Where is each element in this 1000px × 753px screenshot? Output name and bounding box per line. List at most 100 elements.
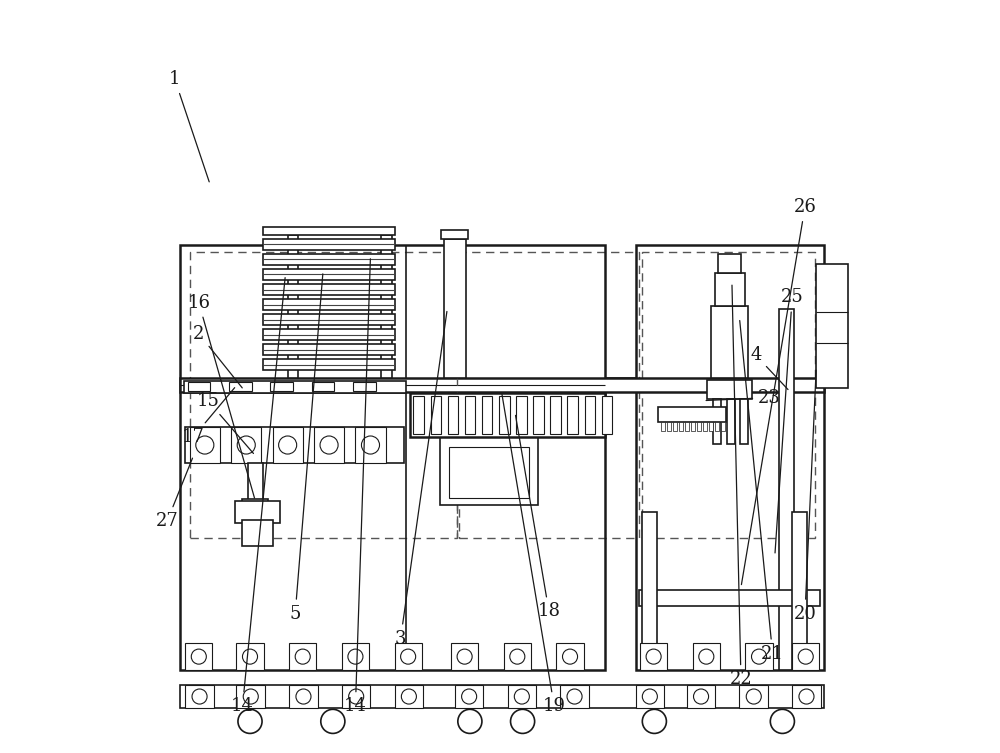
Bar — [715, 422, 719, 431]
Bar — [567, 396, 578, 434]
Bar — [451, 643, 478, 670]
Bar — [355, 427, 386, 463]
Text: 1: 1 — [169, 70, 209, 181]
Bar — [263, 284, 395, 295]
Bar — [395, 685, 423, 708]
Bar — [709, 422, 713, 431]
Bar — [740, 399, 748, 444]
Circle shape — [192, 689, 207, 704]
Bar — [263, 359, 395, 370]
Bar — [661, 422, 665, 431]
Bar — [242, 520, 273, 546]
Bar — [640, 643, 667, 670]
Text: 4: 4 — [750, 346, 788, 389]
Text: 2: 2 — [193, 325, 242, 388]
Circle shape — [562, 649, 578, 664]
Bar — [636, 245, 824, 670]
Bar — [550, 396, 561, 434]
Bar — [190, 427, 220, 463]
Bar — [185, 427, 404, 463]
Bar — [718, 254, 741, 273]
Text: 14: 14 — [231, 278, 285, 715]
Bar — [721, 422, 725, 431]
Bar — [504, 643, 531, 670]
Text: 21: 21 — [740, 321, 784, 663]
Text: 16: 16 — [187, 294, 255, 498]
Bar — [229, 382, 252, 391]
Circle shape — [457, 649, 472, 664]
Bar — [342, 685, 370, 708]
Circle shape — [296, 689, 311, 704]
Bar — [697, 422, 701, 431]
Bar — [560, 685, 589, 708]
Bar — [381, 235, 392, 378]
Circle shape — [349, 689, 364, 704]
Bar — [508, 685, 536, 708]
Bar — [342, 643, 369, 670]
Bar — [289, 685, 318, 708]
Bar — [449, 447, 529, 498]
Bar — [516, 396, 527, 434]
Circle shape — [348, 649, 363, 664]
Circle shape — [752, 649, 767, 664]
Bar — [270, 382, 293, 391]
Bar — [792, 643, 819, 670]
Bar — [707, 380, 752, 399]
Bar — [263, 227, 395, 235]
Bar — [673, 422, 677, 431]
Bar — [533, 396, 544, 434]
Bar — [642, 252, 815, 538]
Bar — [448, 396, 458, 434]
Circle shape — [510, 649, 525, 664]
Circle shape — [642, 709, 666, 733]
Text: 19: 19 — [502, 395, 566, 715]
Bar — [231, 427, 261, 463]
Bar — [685, 422, 689, 431]
Text: 5: 5 — [289, 274, 323, 623]
Bar — [642, 512, 657, 670]
Bar — [639, 590, 820, 606]
Circle shape — [243, 689, 258, 704]
Bar — [792, 685, 821, 708]
Bar — [792, 512, 807, 670]
Bar — [431, 396, 441, 434]
Circle shape — [567, 689, 582, 704]
Bar — [413, 396, 424, 434]
Circle shape — [770, 709, 794, 733]
Bar — [248, 463, 263, 505]
Bar — [263, 254, 395, 265]
Circle shape — [401, 649, 416, 664]
Circle shape — [238, 709, 262, 733]
Bar — [289, 643, 316, 670]
Bar — [353, 382, 376, 391]
Bar — [312, 382, 334, 391]
Bar — [263, 239, 395, 250]
Text: 25: 25 — [775, 288, 804, 553]
Bar — [679, 422, 683, 431]
Text: 3: 3 — [395, 312, 447, 648]
Circle shape — [321, 709, 345, 733]
Circle shape — [191, 649, 206, 664]
Circle shape — [514, 689, 529, 704]
Bar — [687, 685, 715, 708]
Text: 18: 18 — [516, 416, 560, 620]
Bar — [441, 230, 468, 239]
Bar — [482, 396, 492, 434]
Bar — [816, 264, 848, 388]
Text: 20: 20 — [794, 370, 816, 623]
Text: 26: 26 — [741, 198, 816, 584]
Circle shape — [295, 649, 310, 664]
Bar — [263, 344, 395, 355]
Bar — [410, 393, 605, 437]
Bar — [184, 381, 406, 393]
Text: 27: 27 — [156, 458, 192, 530]
Bar — [556, 643, 584, 670]
Bar — [715, 273, 745, 306]
Bar — [444, 239, 466, 378]
Circle shape — [242, 649, 258, 664]
Bar — [263, 299, 395, 310]
Bar — [745, 643, 773, 670]
Bar — [180, 378, 824, 392]
Circle shape — [511, 709, 535, 733]
Circle shape — [799, 689, 814, 704]
